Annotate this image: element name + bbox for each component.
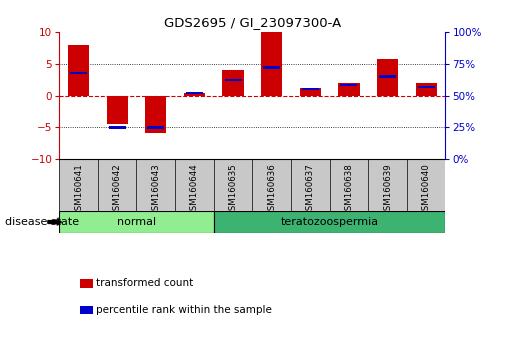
Text: GSM160643: GSM160643 — [151, 164, 160, 216]
Bar — [59, 211, 214, 233]
Text: GSM160639: GSM160639 — [383, 164, 392, 216]
Bar — [186, 92, 203, 94]
Bar — [379, 75, 396, 78]
Text: teratozoospermia: teratozoospermia — [281, 217, 379, 227]
Bar — [302, 88, 319, 90]
Bar — [263, 67, 280, 69]
Bar — [418, 86, 435, 88]
Text: percentile rank within the sample: percentile rank within the sample — [96, 305, 272, 315]
Bar — [416, 83, 437, 96]
Bar — [338, 83, 359, 96]
Bar — [222, 70, 244, 96]
Text: GSM160640: GSM160640 — [422, 164, 431, 216]
Text: normal: normal — [117, 217, 156, 227]
Text: GSM160641: GSM160641 — [74, 164, 83, 216]
Bar — [184, 93, 205, 96]
Text: GSM160635: GSM160635 — [229, 164, 237, 216]
Bar — [340, 84, 357, 86]
Bar — [68, 45, 89, 96]
Text: disease state: disease state — [5, 217, 79, 227]
Text: GSM160637: GSM160637 — [306, 164, 315, 216]
Bar — [70, 72, 87, 74]
Bar — [109, 126, 126, 129]
Bar — [214, 211, 445, 233]
Text: GSM160644: GSM160644 — [190, 164, 199, 216]
Bar — [145, 96, 166, 132]
Bar — [147, 126, 164, 129]
Text: GSM160636: GSM160636 — [267, 164, 276, 216]
Bar — [300, 88, 321, 96]
Bar — [225, 79, 242, 81]
Text: GSM160642: GSM160642 — [113, 164, 122, 216]
Bar — [261, 32, 282, 96]
Bar — [377, 59, 398, 96]
Bar — [107, 96, 128, 124]
Title: GDS2695 / GI_23097300-A: GDS2695 / GI_23097300-A — [164, 16, 341, 29]
Text: transformed count: transformed count — [96, 278, 194, 288]
Text: GSM160638: GSM160638 — [345, 164, 353, 216]
